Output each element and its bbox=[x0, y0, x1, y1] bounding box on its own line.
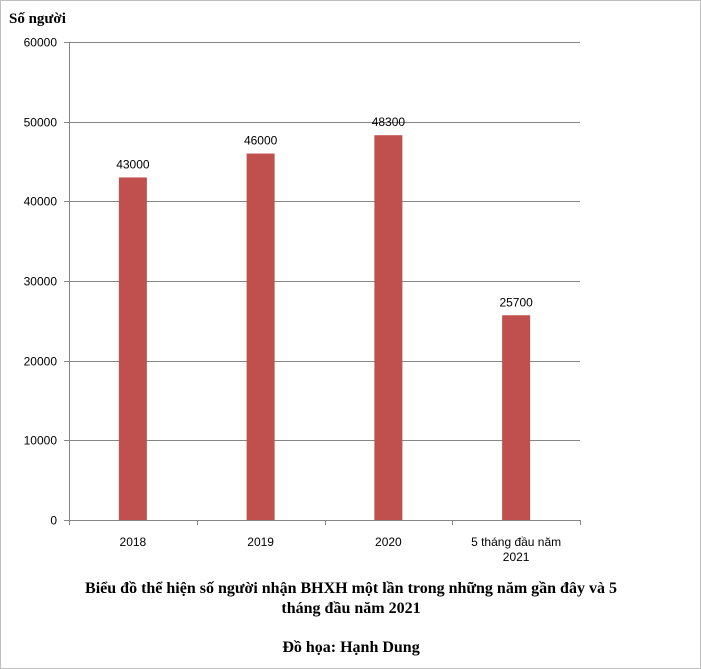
x-tick-label: 2019 bbox=[247, 535, 274, 549]
labels: 0 10000 20000 30000 40000 50000 60000 43000 2018… bbox=[24, 36, 562, 565]
y-tick-label: 20000 bbox=[24, 355, 58, 369]
y-axis-label: Số người bbox=[9, 11, 66, 27]
x-tick-label: 2018 bbox=[120, 535, 147, 549]
x-tick-label: 2020 bbox=[375, 535, 402, 549]
x-tick-label: 2021 bbox=[503, 550, 530, 564]
data-label: 46000 bbox=[244, 134, 278, 148]
y-tick-label: 10000 bbox=[24, 434, 58, 448]
bar bbox=[502, 315, 531, 520]
data-label: 25700 bbox=[499, 295, 533, 309]
bars bbox=[118, 135, 531, 521]
y-tick-label: 60000 bbox=[24, 36, 58, 50]
bar bbox=[374, 135, 403, 520]
data-label: 43000 bbox=[116, 157, 150, 171]
bar bbox=[246, 153, 275, 521]
axes bbox=[64, 42, 581, 525]
gridlines bbox=[69, 42, 580, 441]
bar bbox=[118, 177, 147, 520]
y-tick-label: 0 bbox=[50, 514, 57, 528]
y-tick-label: 30000 bbox=[24, 275, 58, 289]
x-tick-label: 5 tháng đầu năm bbox=[471, 535, 561, 549]
y-tick-label: 40000 bbox=[24, 195, 58, 209]
data-label: 48300 bbox=[372, 115, 406, 129]
chart-caption-line1: Biểu đồ thể hiện số người nhận BHXH một … bbox=[85, 580, 617, 597]
chart-caption-line2: tháng đầu năm 2021 bbox=[281, 600, 421, 617]
y-tick-label: 50000 bbox=[24, 116, 58, 130]
chart-credit: Đồ họa: Hạnh Dung bbox=[282, 639, 420, 656]
